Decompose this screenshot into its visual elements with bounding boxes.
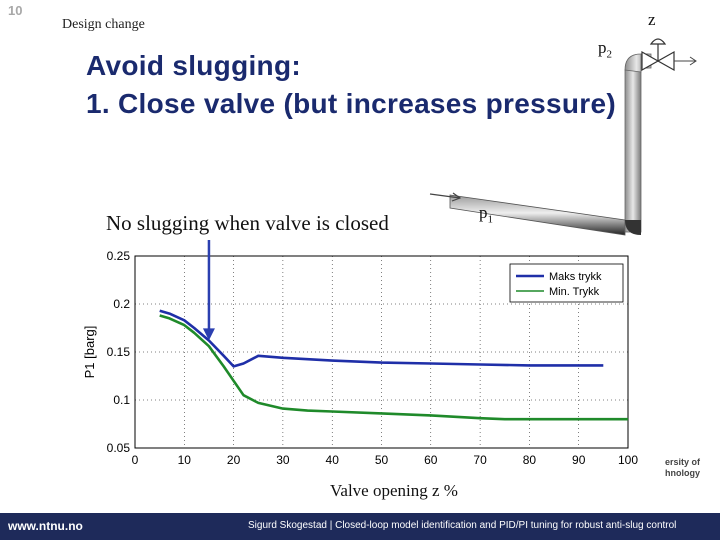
x-tick-label: 70 <box>473 453 487 467</box>
y-tick-label: 0.25 <box>107 249 131 263</box>
footer-bar <box>0 513 720 540</box>
x-tick-label: 50 <box>375 453 389 467</box>
x-tick-label: 90 <box>572 453 586 467</box>
series-line-min-trykk <box>159 314 628 421</box>
y-axis-label: P1 [barg] <box>82 326 97 379</box>
legend-label: Maks trykk <box>549 271 602 283</box>
university-logo-fragment: ersity of hnology <box>644 457 700 479</box>
footer-brand-link[interactable]: www.ntnu.no <box>8 519 83 533</box>
logo-line-2: hnology <box>665 468 700 478</box>
series-line-maks-trykk <box>159 309 604 368</box>
x-tick-label: 100 <box>618 453 638 467</box>
slide-title-line2: 1. Close valve (but increases pressure) <box>86 88 616 119</box>
legend-box <box>509 263 624 303</box>
y-tick-label: 0.1 <box>113 393 130 407</box>
p2-label: p2 <box>598 38 612 60</box>
annotation-note: No slugging when valve is closed <box>106 211 389 235</box>
slide-number: 10 <box>8 3 23 18</box>
riser-elbow <box>625 220 641 235</box>
riser-pipe <box>624 69 642 233</box>
x-tick-label: 80 <box>523 453 537 467</box>
x-tick-label: 30 <box>276 453 290 467</box>
valve-icon <box>641 38 675 72</box>
x-tick-label: 10 <box>178 453 192 467</box>
inlet-arrow-icon <box>429 192 462 202</box>
p1-label-text: p1 <box>479 203 493 226</box>
x-tick-label: 60 <box>424 453 438 467</box>
x-axis-label: Valve opening z % <box>330 481 458 500</box>
p2-label-text: p2 <box>598 38 612 61</box>
logo-line-1: ersity of <box>664 457 700 467</box>
valve-opening-label: z <box>648 10 656 29</box>
x-tick-label: 0 <box>132 453 139 467</box>
annotation-arrow-head <box>202 328 215 341</box>
footer-caption: Sigurd Skogestad | Closed-loop model ide… <box>248 520 677 531</box>
p1-label: p1 <box>479 203 493 225</box>
y-tick-label: 0.15 <box>107 345 131 359</box>
legend-label: Min. Trykk <box>549 286 600 298</box>
y-tick-label: 0.2 <box>113 297 130 311</box>
x-tick-label: 40 <box>326 453 340 467</box>
slide-title-line1: Avoid slugging: <box>86 50 301 81</box>
y-tick-label: 0.05 <box>107 441 131 455</box>
pressure-chart: 0 10 20 30 40 50 60 70 80 90 100 0.05 0.1 0.15 0.2 0.25… <box>82 240 638 467</box>
x-tick-label: 20 <box>227 453 241 467</box>
outlet-arrow-icon <box>674 56 697 66</box>
inlet-pipe <box>449 194 626 236</box>
riser-diagram <box>429 38 697 236</box>
section-label: Design change <box>62 17 145 32</box>
